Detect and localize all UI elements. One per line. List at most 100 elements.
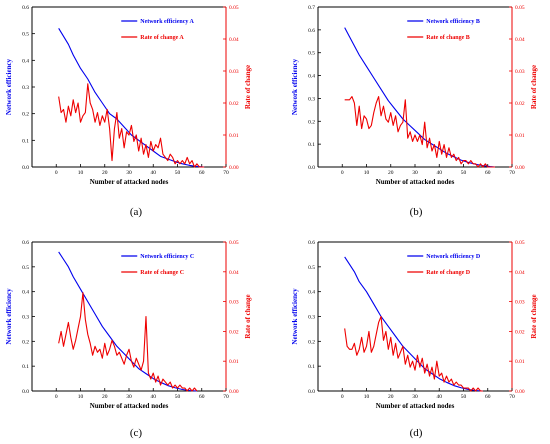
y-right-axis-label: Rate of change (530, 65, 538, 109)
y-right-tick-label: 0.00 (515, 165, 525, 171)
y-right-tick-label: 0.03 (229, 69, 239, 75)
rate-of-change-line (344, 315, 483, 392)
panel-label: (b) (410, 206, 423, 218)
chart-panel-2: 0 10 20 30 40 50 60 70 0.0 0.1 0.2 0.3 0.4 0.5 0.6 0.7 0… (291, 5, 538, 218)
y-right-tick-label: 0.02 (229, 101, 239, 107)
y-left-tick-label: 0.5 (22, 32, 29, 38)
y-left-tick-label: 0.6 (22, 5, 29, 11)
y-right-tick-label: 0.00 (229, 389, 239, 395)
y-left-axis-label: Network efficiency (5, 288, 13, 345)
x-tick-label: 70 (223, 170, 229, 176)
x-axis-label: Number of attacked nodes (376, 178, 455, 186)
y-left-axis-label: Network efficiency (5, 58, 13, 115)
y-right-tick-label: 0.05 (229, 5, 239, 11)
y-right-tick-label: 0.00 (515, 389, 525, 395)
x-tick-label: 20 (388, 170, 394, 176)
x-tick-label: 40 (151, 394, 157, 400)
x-tick-label: 40 (151, 170, 157, 176)
y-right-tick-label: 0.04 (229, 270, 239, 276)
x-tick-label: 70 (509, 394, 515, 400)
x-axis-label: Number of attacked nodes (90, 402, 169, 410)
rate-of-change-line (58, 292, 198, 392)
chart-panel-4: 0 10 20 30 40 50 60 70 0.0 0.1 0.2 0.3 0.4 0.5 0.6 0.00… (291, 240, 538, 439)
x-axis-label: Number of attacked nodes (90, 178, 169, 186)
y-right-tick-label: 0.03 (515, 69, 525, 75)
y-left-tick-label: 0.4 (22, 58, 29, 64)
y-left-tick-label: 0.0 (308, 165, 315, 171)
y-left-tick-label: 0.0 (22, 165, 29, 171)
y-left-tick-label: 0.6 (308, 28, 315, 34)
y-right-tick-label: 0.05 (515, 240, 525, 246)
y-left-tick-label: 0.1 (308, 142, 315, 148)
y-left-tick-label: 0.0 (22, 389, 29, 395)
y-right-axis-label: Rate of change (244, 65, 252, 109)
x-tick-label: 50 (461, 394, 467, 400)
y-left-tick-label: 0.2 (22, 339, 29, 345)
y-left-tick-label: 0.0 (308, 389, 315, 395)
x-tick-label: 10 (78, 170, 84, 176)
legend-label: Rate of change D (426, 270, 470, 276)
y-left-tick-label: 0.2 (308, 119, 315, 125)
x-tick-label: 10 (364, 394, 370, 400)
y-right-tick-label: 0.05 (229, 240, 239, 246)
y-right-tick-label: 0.02 (515, 101, 525, 107)
legend-label: Rate of change C (140, 270, 184, 276)
y-right-tick-label: 0.02 (515, 329, 525, 335)
y-left-tick-label: 0.2 (308, 339, 315, 345)
x-tick-label: 50 (175, 394, 181, 400)
x-tick-label: 30 (412, 394, 418, 400)
y-left-tick-label: 0.4 (22, 290, 29, 296)
x-tick-label: 30 (126, 170, 132, 176)
y-left-tick-label: 0.5 (308, 265, 315, 271)
panel-label: (d) (410, 427, 423, 439)
y-left-tick-label: 0.4 (308, 74, 315, 80)
y-right-tick-label: 0.01 (515, 359, 525, 365)
y-left-tick-label: 0.5 (22, 265, 29, 271)
legend-label: Rate of change A (140, 35, 184, 41)
x-tick-label: 30 (126, 394, 132, 400)
rate-of-change-line (344, 96, 496, 168)
y-left-tick-label: 0.5 (308, 51, 315, 57)
y-left-tick-label: 0.3 (308, 96, 315, 102)
legend-label: Network efficiency D (426, 254, 481, 260)
legend-label: Rate of change B (426, 35, 470, 41)
y-left-tick-label: 0.3 (22, 315, 29, 321)
x-tick-label: 20 (102, 394, 108, 400)
y-right-tick-label: 0.05 (515, 5, 525, 11)
legend-label: Network efficiency B (426, 19, 480, 25)
y-left-tick-label: 0.2 (22, 112, 29, 118)
y-right-axis-label: Rate of change (530, 294, 538, 338)
chart-panel-1: 0 10 20 30 40 50 60 70 0.0 0.1 0.2 0.3 0.4 0.5 0.6 0.00… (5, 5, 252, 218)
y-left-tick-label: 0.3 (22, 85, 29, 91)
x-tick-label: 60 (199, 170, 205, 176)
x-tick-label: 70 (509, 170, 515, 176)
x-tick-label: 0 (55, 394, 58, 400)
y-right-tick-label: 0.04 (229, 37, 239, 43)
x-tick-label: 70 (223, 394, 229, 400)
y-left-tick-label: 0.1 (308, 364, 315, 370)
x-tick-label: 50 (461, 170, 467, 176)
y-left-tick-label: 0.1 (22, 364, 29, 370)
x-tick-label: 60 (485, 394, 491, 400)
y-left-tick-label: 0.7 (308, 5, 315, 11)
y-right-tick-label: 0.03 (229, 300, 239, 306)
y-right-tick-label: 0.01 (515, 133, 525, 139)
efficiency-line (58, 28, 205, 168)
y-left-tick-label: 0.6 (308, 240, 315, 246)
y-right-tick-label: 0.04 (515, 37, 525, 43)
efficiency-line (344, 27, 496, 168)
x-tick-label: 30 (412, 170, 418, 176)
y-right-tick-label: 0.03 (515, 300, 525, 306)
y-right-tick-label: 0.01 (229, 133, 239, 139)
x-tick-label: 40 (437, 394, 443, 400)
y-left-tick-label: 0.6 (22, 240, 29, 246)
chart-panel-3: 0 10 20 30 40 50 60 70 0.0 0.1 0.2 0.3 0.4 0.5 0.6 0.00… (5, 240, 252, 439)
efficiency-line (344, 256, 483, 392)
panel-label: (a) (130, 206, 143, 218)
y-right-tick-label: 0.01 (229, 359, 239, 365)
x-axis-label: Number of attacked nodes (376, 402, 455, 410)
y-left-tick-label: 0.1 (22, 138, 29, 144)
y-right-tick-label: 0.00 (229, 165, 239, 171)
rate-of-change-line (58, 83, 205, 168)
